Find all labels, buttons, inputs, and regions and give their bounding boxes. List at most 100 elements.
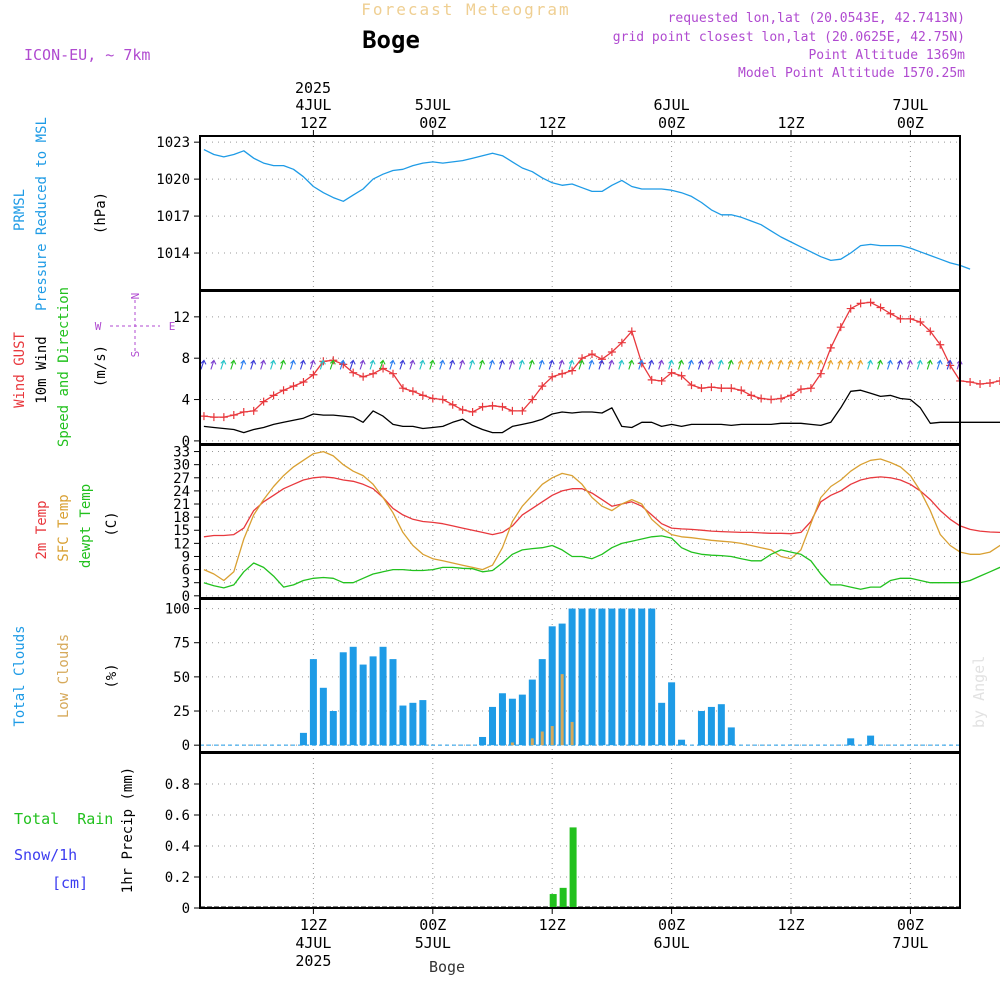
pressure-line bbox=[203, 149, 971, 270]
gust-point bbox=[279, 386, 288, 395]
gust-point bbox=[259, 397, 268, 406]
total-cloud-bar bbox=[598, 608, 606, 746]
wind-label-10m: 10m Wind bbox=[34, 336, 50, 403]
wind-direction-arrow bbox=[936, 359, 943, 370]
gust-point bbox=[558, 369, 567, 378]
gust-point bbox=[269, 391, 278, 400]
wind-direction-arrow bbox=[359, 359, 366, 370]
total-cloud-bar bbox=[628, 608, 636, 746]
gust-point bbox=[866, 298, 875, 307]
wind-direction-arrow bbox=[697, 359, 704, 370]
total-cloud-bar bbox=[319, 687, 327, 746]
ytick-label: 9 bbox=[182, 549, 190, 565]
total-cloud-bar bbox=[498, 693, 506, 746]
total-cloud-bar bbox=[389, 659, 397, 746]
gust-point bbox=[309, 370, 318, 379]
pressure-ylabels: PRMSL Pressure Reduced to MSL (hPa) bbox=[12, 117, 109, 311]
bottom-time-label: 00Z bbox=[419, 916, 446, 934]
top-year: 2025 bbox=[295, 79, 331, 97]
gust-point bbox=[767, 395, 776, 404]
pressure-label-desc: Pressure Reduced to MSL bbox=[34, 117, 50, 311]
sfc-temp-line bbox=[203, 450, 1000, 582]
grid-point-coords: grid point closest lon,lat (20.0625E, 42… bbox=[613, 30, 965, 45]
wind-direction-arrow bbox=[339, 359, 346, 370]
gust-point bbox=[657, 376, 666, 385]
wind-direction-arrow bbox=[200, 359, 207, 370]
gust-point bbox=[588, 350, 596, 359]
gust-point bbox=[289, 382, 298, 391]
compass-w: W bbox=[95, 320, 102, 333]
wind-direction-arrow bbox=[299, 359, 306, 370]
gust-point bbox=[667, 368, 676, 377]
gust-point bbox=[468, 407, 477, 416]
gust-point bbox=[438, 395, 447, 404]
ytick-label: 0.2 bbox=[165, 870, 190, 886]
total-cloud-bar bbox=[309, 659, 317, 746]
wind-direction-arrow bbox=[886, 359, 893, 370]
total-cloud-bar bbox=[697, 711, 705, 746]
total-cloud-bar bbox=[339, 652, 347, 746]
wind-direction-arrow bbox=[538, 359, 545, 370]
rain-legend: Total Rain bbox=[14, 810, 113, 828]
wind-direction-arrow bbox=[896, 359, 903, 370]
precip-ylabels: 1hr Precip (mm) Total Rain Snow/1h [cm] bbox=[14, 767, 136, 893]
wind-direction-arrow bbox=[439, 359, 446, 370]
total-cloud-bar bbox=[359, 664, 367, 746]
gust-point bbox=[418, 391, 427, 400]
gust-point bbox=[856, 299, 865, 308]
total-cloud-bar bbox=[727, 727, 735, 746]
wind-direction-arrow bbox=[389, 359, 396, 370]
gust-point bbox=[697, 384, 706, 393]
ytick-label: 1017 bbox=[156, 209, 190, 225]
wind-direction-arrow bbox=[847, 359, 854, 370]
model-altitude: Model Point Altitude 1570.25m bbox=[738, 66, 965, 81]
panel-frame bbox=[199, 135, 961, 291]
model-label: ICON-EU, ~ 7km bbox=[24, 46, 150, 64]
total-cloud-bar bbox=[717, 704, 725, 746]
total-cloud-bar bbox=[329, 711, 337, 746]
rain-bar bbox=[559, 887, 567, 908]
ytick-label: 0 bbox=[182, 589, 190, 605]
gust-point bbox=[458, 405, 467, 414]
top-date-label: 7JUL bbox=[892, 96, 928, 114]
gust-point bbox=[976, 380, 985, 389]
cloud-label-total: Total Clouds bbox=[12, 625, 28, 726]
top-time-label: 12Z bbox=[777, 114, 804, 132]
wind-direction-arrow bbox=[787, 359, 794, 370]
grid-layer bbox=[200, 136, 960, 909]
wind-direction-arrow bbox=[807, 359, 814, 370]
total-cloud-bar bbox=[867, 735, 875, 746]
wind-direction-arrow bbox=[459, 359, 466, 370]
ytick-label: 8 bbox=[182, 351, 190, 367]
wind-unit: (m/s) bbox=[93, 345, 109, 387]
wind-direction-arrow bbox=[926, 359, 933, 370]
temp-label-dewpt: dewpt Temp bbox=[78, 484, 94, 568]
bottom-time-label: 00Z bbox=[897, 916, 924, 934]
wind-direction-arrow bbox=[220, 359, 227, 370]
snow-unit-legend: [cm] bbox=[52, 874, 88, 892]
temp-label-sfc: SFC Temp bbox=[56, 494, 72, 561]
compass-n: N bbox=[129, 293, 142, 300]
total-cloud-bar bbox=[349, 646, 357, 746]
wind-ylabels: Wind GUST 10m Wind Speed and Direction (… bbox=[12, 287, 109, 447]
wind-direction-arrow bbox=[678, 359, 685, 370]
wind-direction-arrow bbox=[528, 359, 535, 370]
ytick-label: 1014 bbox=[156, 246, 190, 262]
gust-point bbox=[229, 411, 238, 420]
gust-point bbox=[369, 369, 378, 378]
wind-direction-arrow bbox=[409, 359, 416, 370]
gust-point bbox=[239, 407, 248, 416]
wind-direction-arrow bbox=[578, 359, 585, 370]
gust-point bbox=[488, 401, 497, 410]
cloud-ylabels: Total Clouds Low Clouds (%) bbox=[12, 625, 120, 726]
wind-direction-arrow bbox=[319, 359, 326, 370]
wind-direction-arrow bbox=[508, 359, 515, 370]
temp-label-2m: 2m Temp bbox=[34, 500, 50, 559]
gust-point bbox=[796, 385, 805, 394]
total-cloud-bar bbox=[578, 608, 586, 746]
gust-point bbox=[846, 304, 855, 313]
compass-e: E bbox=[169, 320, 176, 333]
ytick-label: 0 bbox=[182, 738, 190, 754]
wind-direction-arrow bbox=[588, 359, 595, 370]
total-cloud-bar bbox=[489, 706, 496, 746]
